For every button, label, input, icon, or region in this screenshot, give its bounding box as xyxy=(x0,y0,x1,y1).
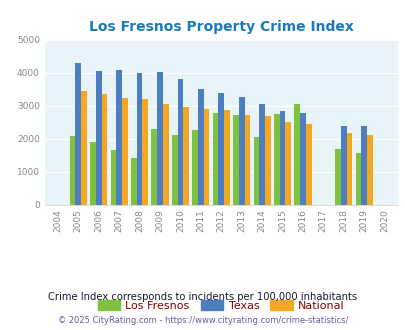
Bar xyxy=(75,63,81,205)
Bar xyxy=(259,104,264,205)
Bar xyxy=(177,79,183,205)
Bar xyxy=(346,133,352,205)
Bar xyxy=(183,107,189,205)
Bar xyxy=(279,111,285,205)
Bar xyxy=(299,113,305,205)
Bar xyxy=(81,91,87,205)
Bar xyxy=(96,71,101,205)
Text: Crime Index corresponds to incidents per 100,000 inhabitants: Crime Index corresponds to incidents per… xyxy=(48,292,357,302)
Bar xyxy=(273,114,279,205)
Bar xyxy=(192,130,198,205)
Bar xyxy=(136,73,142,205)
Bar xyxy=(142,99,148,205)
Bar xyxy=(151,129,157,205)
Bar xyxy=(101,94,107,205)
Bar xyxy=(203,109,209,205)
Bar xyxy=(198,89,203,205)
Legend: Los Fresnos, Texas, National: Los Fresnos, Texas, National xyxy=(93,296,348,315)
Bar xyxy=(360,126,366,205)
Bar xyxy=(340,126,346,205)
Bar xyxy=(212,113,218,205)
Bar xyxy=(244,115,249,205)
Title: Los Fresnos Property Crime Index: Los Fresnos Property Crime Index xyxy=(89,20,353,34)
Bar xyxy=(305,124,311,205)
Bar xyxy=(224,110,229,205)
Bar xyxy=(264,116,270,205)
Bar xyxy=(116,70,122,205)
Bar xyxy=(294,104,299,205)
Bar xyxy=(335,149,340,205)
Text: © 2025 CityRating.com - https://www.cityrating.com/crime-statistics/: © 2025 CityRating.com - https://www.city… xyxy=(58,315,347,325)
Bar xyxy=(90,142,96,205)
Bar xyxy=(110,150,116,205)
Bar xyxy=(285,122,290,205)
Bar xyxy=(157,72,162,205)
Bar xyxy=(70,136,75,205)
Bar xyxy=(355,153,360,205)
Bar xyxy=(253,137,259,205)
Bar xyxy=(122,98,128,205)
Bar xyxy=(162,104,168,205)
Bar xyxy=(131,158,136,205)
Bar xyxy=(218,93,224,205)
Bar xyxy=(171,135,177,205)
Bar xyxy=(366,135,372,205)
Bar xyxy=(238,97,244,205)
Bar xyxy=(232,115,238,205)
